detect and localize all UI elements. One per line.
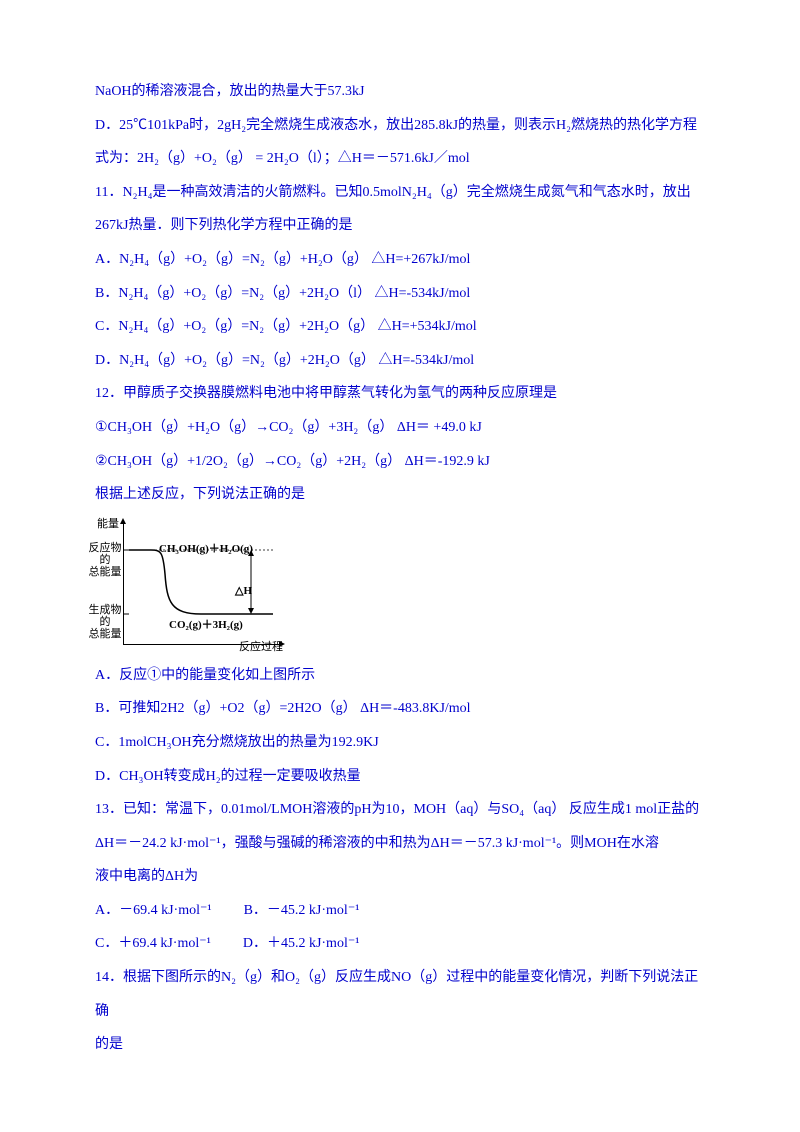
y-axis-label: 能量 [97, 518, 119, 531]
text-line: 267kJ热量．则下列热化学方程中正确的是 [95, 209, 705, 243]
option-a: A．－69.4 kJ·mol⁻¹ [95, 894, 212, 928]
text-line: 根据上述反应，下列说法正确的是 [95, 478, 705, 512]
text-line: NaOH的稀溶液混合，放出的热量大于57.3kJ [95, 75, 705, 109]
option-b: B．－45.2 kJ·mol⁻¹ [244, 894, 360, 928]
dh-arrow-head-down [248, 608, 254, 614]
option-row: A．－69.4 kJ·mol⁻¹ B．－45.2 kJ·mol⁻¹ [95, 894, 705, 928]
option-d: D．＋45.2 kJ·mol⁻¹ [243, 927, 360, 961]
option-b: B．可推知2H2（g）+O2（g）=2H2O（g） ΔH＝-483.8KJ/mo… [95, 692, 705, 726]
option-c: C．＋69.4 kJ·mol⁻¹ [95, 927, 211, 961]
option-row: C．＋69.4 kJ·mol⁻¹ D．＋45.2 kJ·mol⁻¹ [95, 927, 705, 961]
dh-arrow-head-up [248, 550, 254, 556]
option-c: C．1molCH₃OH充分燃烧放出的热量为192.9KJ [95, 726, 705, 760]
curve-svg [123, 522, 283, 642]
y-label-products: 生成物的总能量 [87, 604, 123, 640]
question-13-stem: 13．已知：常温下，0.01mol/LMOH溶液的pH为10，MOH（aq）与S… [95, 793, 705, 827]
text-line: D．25℃101kPa时，2gH₂完全燃烧生成液态水，放出285.8kJ的热量，… [95, 109, 705, 143]
text-line: ΔH＝－24.2 kJ·mol⁻¹，强酸与强碱的稀溶液的中和热为ΔH＝－57.3… [95, 827, 705, 861]
option-d: D．CH₃OH转变成H₂的过程一定要吸收热量 [95, 760, 705, 794]
question-12-stem: 12．甲醇质子交换器膜燃料电池中将甲醇蒸气转化为氢气的两种反应原理是 [95, 377, 705, 411]
y-label-reactants: 反应物的总能量 [87, 542, 123, 578]
text-line: 式为：2H₂（g）+O₂（g） = 2H₂O（l）；△H＝－571.6kJ／mo… [95, 142, 705, 176]
option-b: B．N₂H₄（g）+O₂（g）=N₂（g）+2H₂O（l） △H=-534kJ/… [95, 277, 705, 311]
reaction-2: ②CH₃OH（g）+1/2O₂（g）→CO₂（g）+2H₂（g） ΔH＝-192… [95, 445, 705, 479]
question-11-stem: 11．N₂H₄是一种高效清洁的火箭燃料。已知0.5molN₂H₄（g）完全燃烧生… [95, 176, 705, 210]
option-c: C．N₂H₄（g）+O₂（g）=N₂（g）+2H₂O（g） △H=+534kJ/… [95, 310, 705, 344]
option-a: A．N₂H₄（g）+O₂（g）=N₂（g）+H₂O（g） △H=+267kJ/m… [95, 243, 705, 277]
energy-diagram-figure: 能量 反应物的总能量 生成物的总能量 CH₃OH(g)＋H₂O(g) CO₂(g… [95, 518, 285, 653]
option-d: D．N₂H₄（g）+O₂（g）=N₂（g）+2H₂O（g） △H=-534kJ/… [95, 344, 705, 378]
text-line: 液中电离的ΔH为 [95, 860, 705, 894]
reaction-1: ①CH₃OH（g）+H₂O（g）→CO₂（g）+3H₂（g） ΔH＝ +49.0… [95, 411, 705, 445]
question-14-stem: 14．根据下图所示的N₂（g）和O₂（g）反应生成NO（g）过程中的能量变化情况… [95, 961, 705, 1028]
option-a: A．反应①中的能量变化如上图所示 [95, 659, 705, 693]
text-line: 的是 [95, 1028, 705, 1062]
